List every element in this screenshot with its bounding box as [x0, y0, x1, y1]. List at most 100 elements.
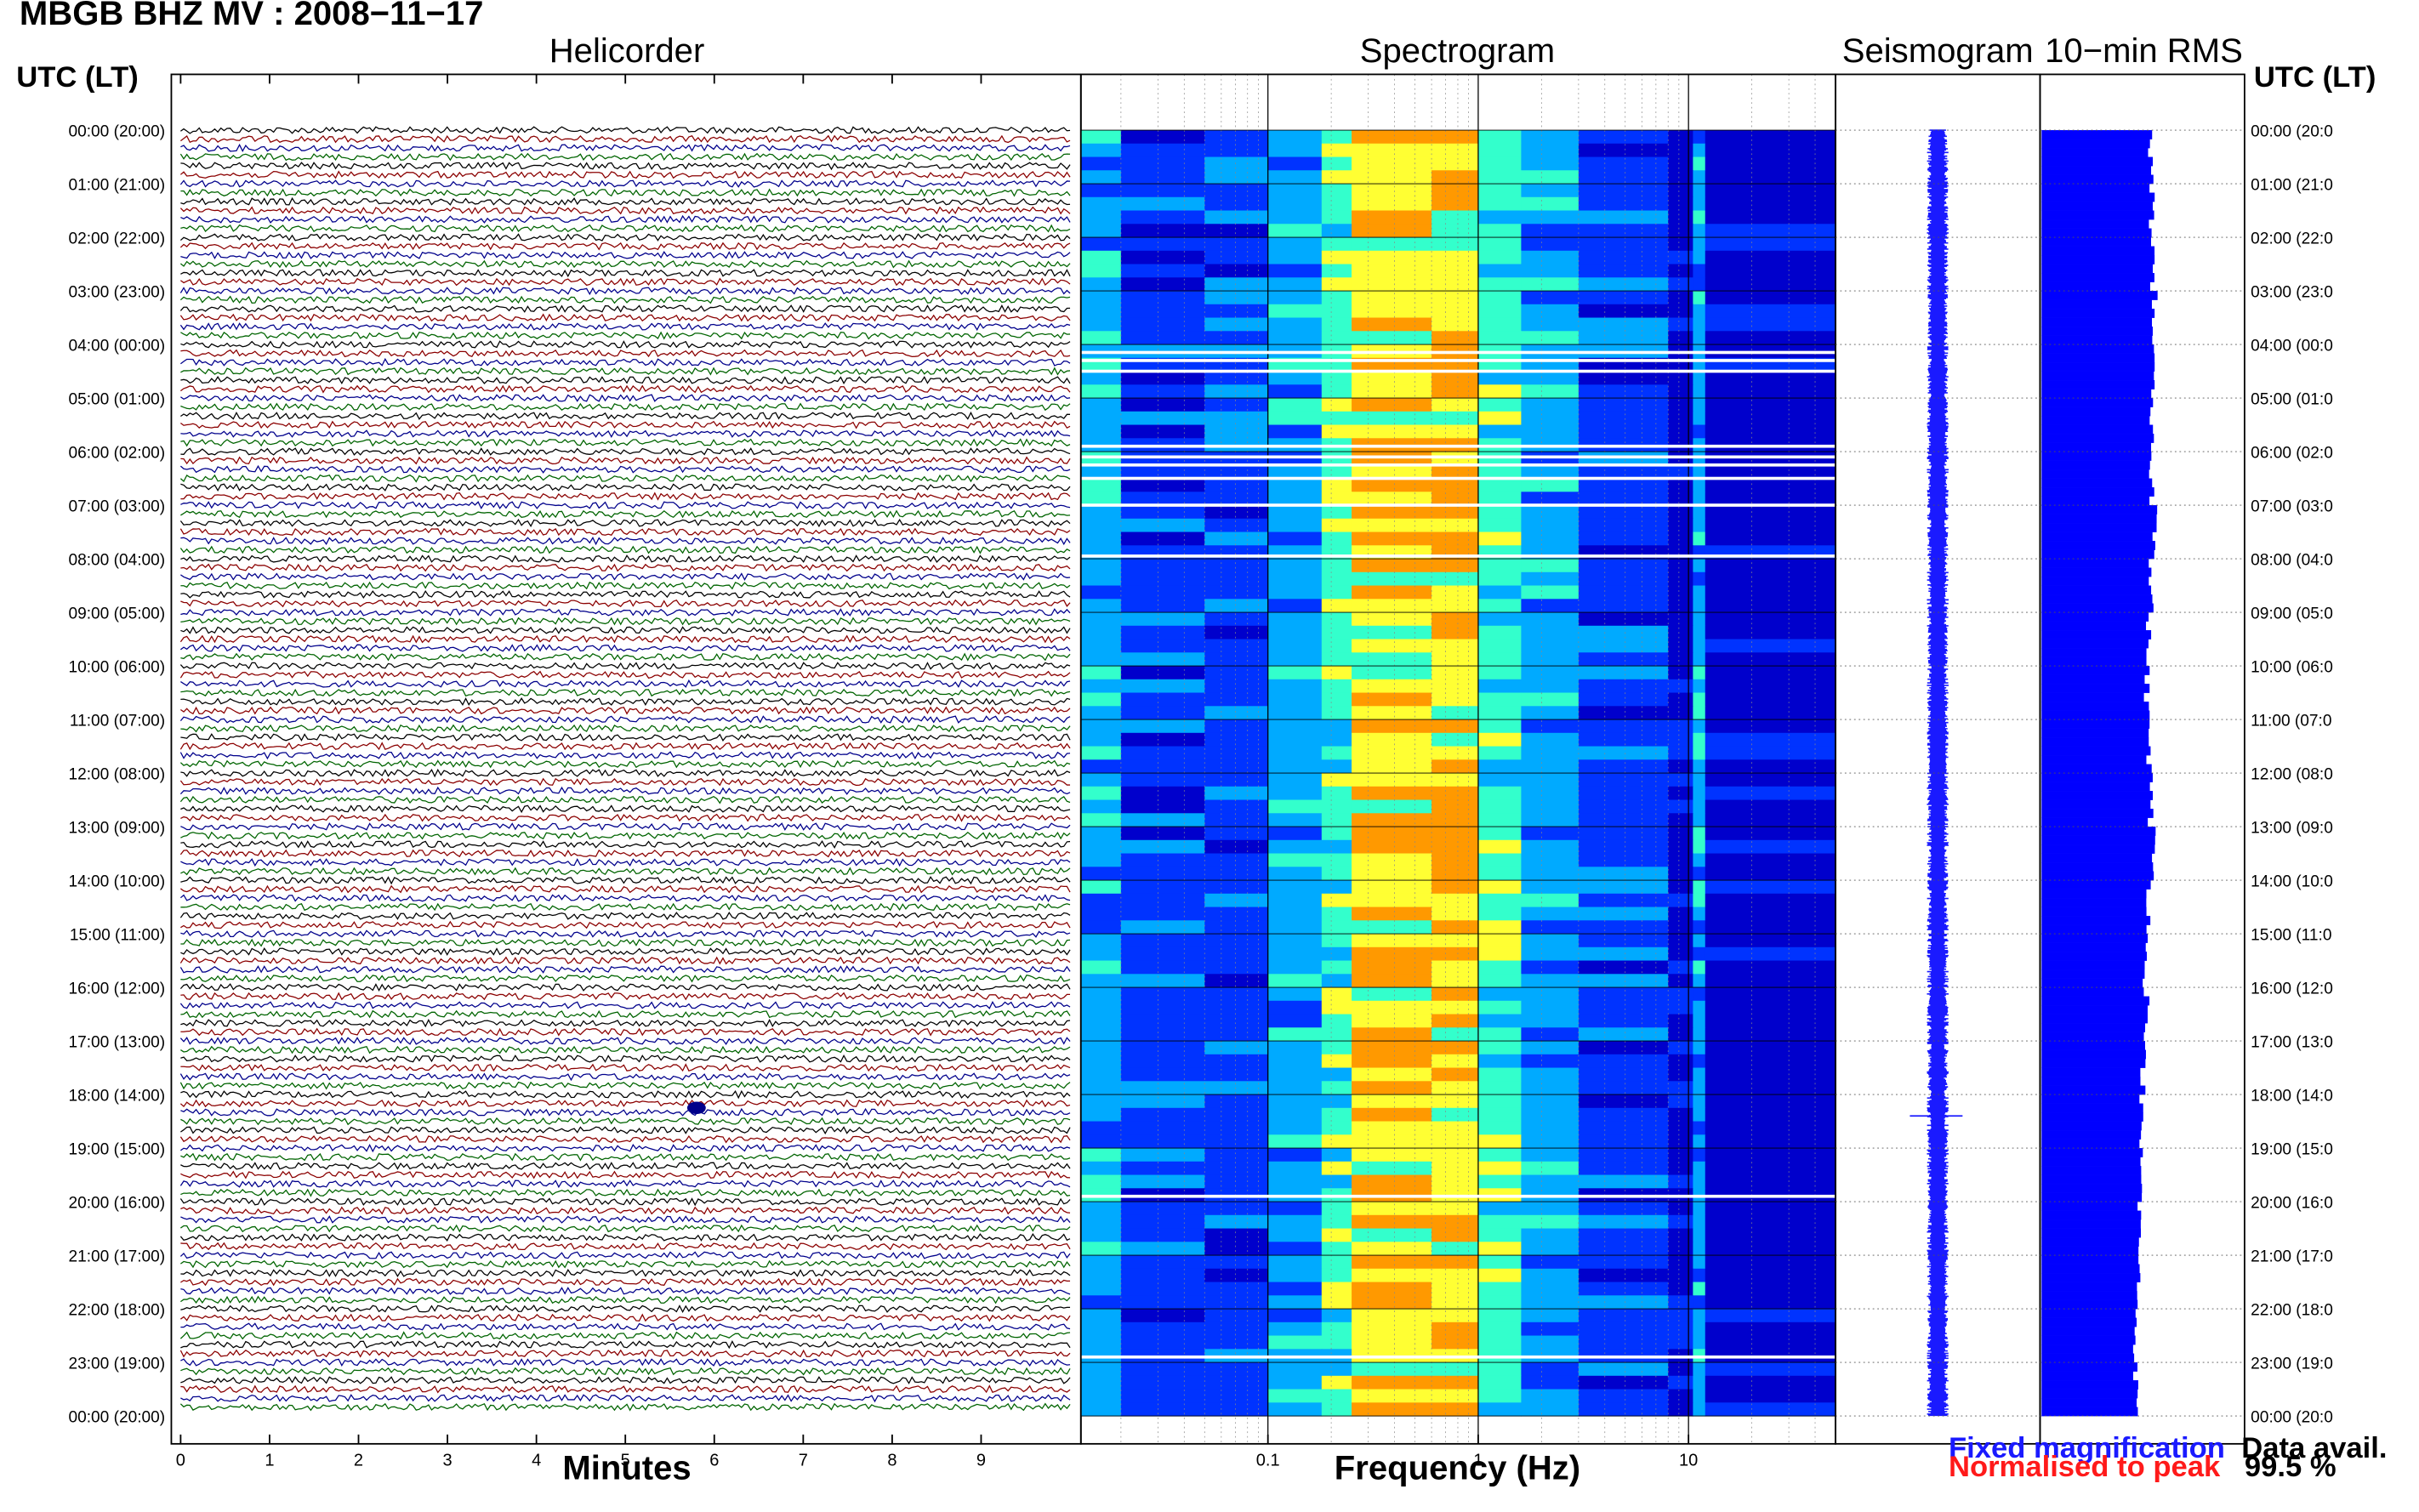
spectrogram-cell — [1477, 1268, 1522, 1283]
spectrogram-cell — [1521, 277, 1579, 292]
spectrogram-cell — [1431, 719, 1479, 734]
spectrogram-cell — [1693, 1027, 1706, 1042]
helicorder-trace — [179, 795, 1071, 804]
spectrogram-cell — [1477, 1134, 1522, 1149]
spectrogram-cell — [1705, 1242, 1836, 1256]
spectrogram-cell — [1705, 1174, 1836, 1189]
spectrogram-cell — [1693, 1282, 1706, 1296]
spectrogram-cell — [1431, 1107, 1479, 1123]
spectrogram-cell — [1668, 184, 1693, 198]
spectrogram-cell — [1267, 1242, 1323, 1256]
spectrogram-cell — [1693, 531, 1706, 546]
spectrogram-cell — [1521, 974, 1579, 988]
rms-bar — [2041, 1077, 2141, 1086]
spectrogram-cell — [1267, 210, 1323, 225]
legend-normalised-to-peak: Normalised to peak — [1949, 1451, 2221, 1483]
spectrogram-cell — [1267, 1148, 1323, 1162]
spectrogram-cell — [1705, 250, 1836, 265]
spectrogram-cell — [1431, 250, 1479, 265]
spectrogram-cell — [1080, 799, 1122, 814]
spectrogram-cell — [1521, 692, 1579, 707]
figure-title: MBGB BHZ MV : 2008−11−17 — [20, 0, 484, 32]
spectrogram-cell — [1521, 571, 1579, 587]
spectrogram-cell — [1693, 946, 1706, 962]
spectrogram-cell — [1267, 1121, 1323, 1135]
spectrogram-cell — [1120, 1255, 1205, 1270]
spectrogram-cell — [1431, 1134, 1479, 1149]
spectrogram-cell — [1705, 1081, 1836, 1095]
rms-bar — [2041, 978, 2143, 988]
helicorder-trace — [180, 839, 1071, 849]
spectrogram-cell — [1521, 384, 1579, 399]
spectrogram-cell — [1431, 1174, 1479, 1189]
helicorder-trace — [180, 1376, 1071, 1384]
spectrogram-cell — [1693, 827, 1706, 841]
spectrogram-cell — [1267, 264, 1323, 278]
helicorder-trace — [180, 608, 1071, 617]
spectrogram-cell — [1521, 759, 1579, 774]
rms-bar — [2041, 496, 2150, 506]
helicorder-trace — [180, 724, 1071, 733]
spectrogram-cell — [1267, 331, 1323, 345]
spectrogram-cell — [1693, 304, 1706, 319]
spectrogram-cell — [1204, 934, 1269, 948]
rms-bar — [2041, 505, 2158, 514]
helicorder-trace — [179, 384, 1071, 394]
spectrogram-cell — [1521, 371, 1579, 385]
spectrogram-cell — [1120, 786, 1205, 801]
spectrogram-cell — [1668, 1309, 1693, 1323]
spectrogram-cell — [1352, 652, 1432, 667]
spectrogram-cell — [1521, 960, 1579, 975]
spectrogram-cell — [1431, 625, 1479, 640]
rms-bar — [2041, 1085, 2146, 1095]
spectrogram-cell — [1352, 130, 1432, 145]
spectrogram-cell — [1352, 411, 1432, 426]
helicorder-tick-label: 2 — [354, 1451, 363, 1469]
helicorder-trace — [180, 974, 1071, 983]
spectrogram-cell — [1521, 264, 1579, 278]
spectrogram-cell — [1431, 1309, 1479, 1323]
spectrogram-cell — [1477, 907, 1522, 921]
spectrogram-cell — [1431, 1322, 1479, 1337]
spectrogram-cell — [1080, 1041, 1122, 1055]
spectrogram-cell — [1352, 813, 1432, 827]
rms-bar — [2041, 907, 2147, 917]
spectrogram-cell — [1080, 492, 1122, 506]
spectrogram-cell — [1521, 934, 1579, 948]
rms-bar — [2041, 246, 2155, 256]
spectrogram-cell — [1321, 492, 1352, 506]
spectrogram-cell — [1477, 880, 1522, 895]
left-time-label: 00:00 (20:00) — [68, 1408, 165, 1426]
rms-bar — [2041, 166, 2152, 175]
spectrogram-cell — [1693, 291, 1706, 305]
spectrogram-cell — [1352, 505, 1432, 520]
spectrogram-cell — [1578, 250, 1669, 265]
spectrogram-cell — [1521, 1054, 1579, 1069]
spectrogram-cell — [1693, 505, 1706, 520]
rms-bar — [2041, 219, 2149, 229]
spectrogram-cell — [1080, 304, 1122, 319]
spectrogram-cell — [1120, 1268, 1205, 1283]
spectrogram-cell — [1431, 317, 1479, 332]
spectrogram-cell — [1080, 210, 1122, 225]
helicorder-trace — [180, 143, 1071, 152]
spectrogram-cell — [1120, 1362, 1205, 1377]
spectrogram-cell — [1578, 1242, 1669, 1256]
spectrogram-cell — [1204, 1027, 1269, 1042]
spectrogram-cell — [1431, 371, 1479, 385]
spectrogram-cell — [1705, 1335, 1836, 1350]
spectrogram-cell — [1204, 384, 1269, 399]
spectrogram-cell — [1267, 1214, 1323, 1230]
helicorder-trace — [180, 831, 1071, 840]
spectrogram-cell — [1431, 411, 1479, 426]
spectrogram-cell — [1080, 1268, 1122, 1283]
helicorder-trace — [180, 938, 1071, 947]
spectrogram-cell — [1267, 1282, 1323, 1296]
rms-bar — [2041, 192, 2155, 202]
spectrogram-cell — [1352, 464, 1432, 480]
helicorder-trace — [180, 1206, 1071, 1215]
helicorder-trace — [179, 277, 1071, 287]
rms-bar — [2041, 1023, 2146, 1032]
helicorder-trace — [180, 554, 1071, 564]
spectrogram-cell — [1431, 1054, 1479, 1069]
